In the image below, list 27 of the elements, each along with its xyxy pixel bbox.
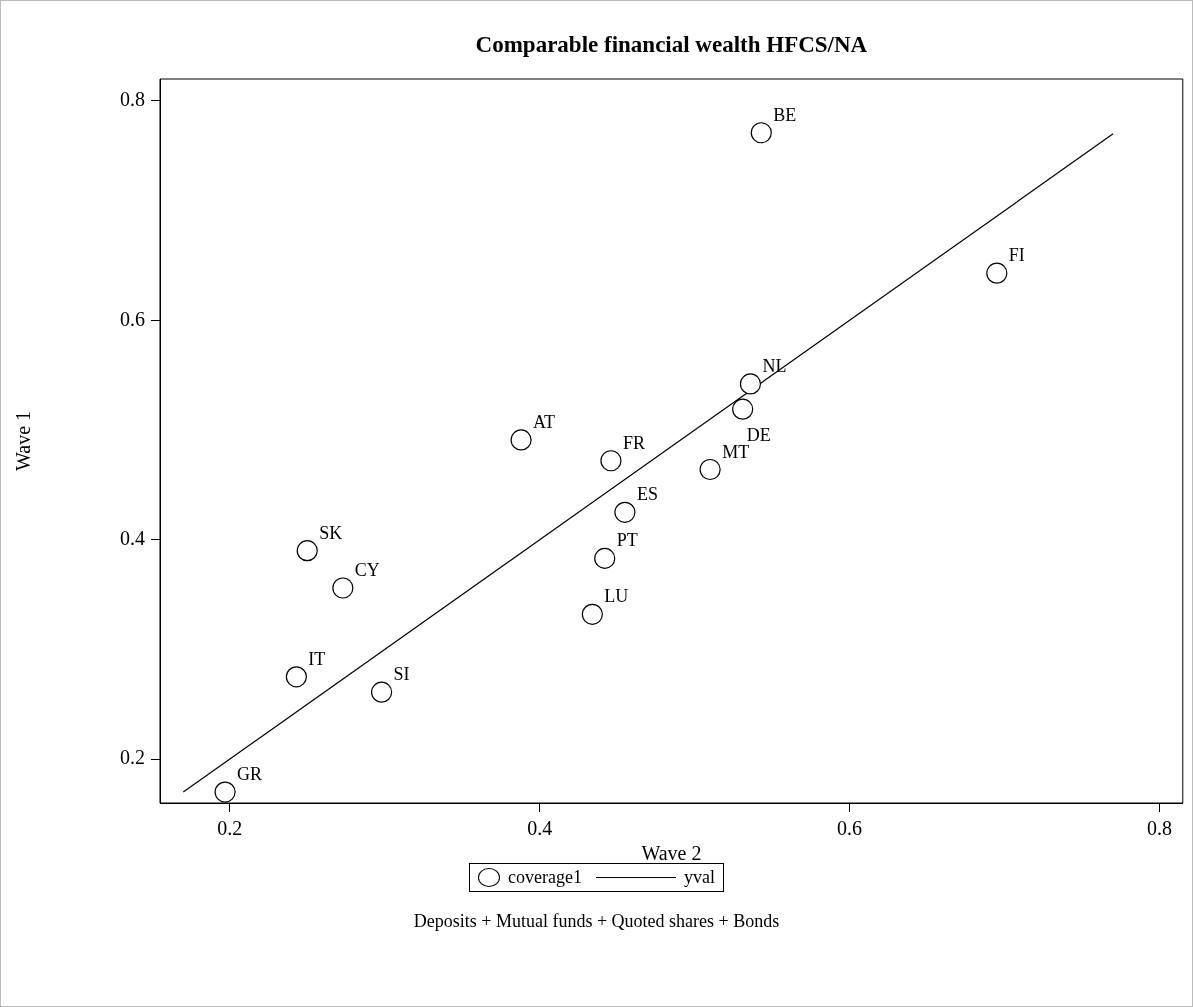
text: Deposits + Mutual funds + Quoted shares + Bonds <box>412 911 781 932</box>
legend-label: yval <box>683 867 715 888</box>
chart-title: Comparable financial wealth HFCS/NA <box>475 31 868 57</box>
legend-label: coverage1 <box>508 867 582 888</box>
y-axis-title: Wave 1 <box>12 410 35 472</box>
annotation: BE <box>773 104 797 125</box>
x-tick-label: 0.4 <box>527 817 553 840</box>
x-tick-label: 0.8 <box>1147 817 1173 840</box>
y-tick-label: 0.8 <box>120 88 145 111</box>
annotation: NL <box>762 355 787 376</box>
x-tick-label: 0.2 <box>217 817 243 840</box>
annotation: SI <box>393 664 410 685</box>
annotation: SK <box>319 522 343 543</box>
annotation: CY <box>354 559 380 580</box>
y-tick-label: 0.6 <box>120 307 145 330</box>
annotation: GR <box>237 764 263 785</box>
annotation: FR <box>622 432 645 453</box>
y-tick-label: 0.2 <box>120 746 145 769</box>
annotation: FI <box>1008 245 1025 266</box>
annotation: PT <box>616 530 638 551</box>
annotation: LU <box>604 586 629 607</box>
x-tick-label: 0.6 <box>837 817 863 840</box>
y-tick-label: 0.4 <box>120 526 145 549</box>
annotation: ES <box>636 484 658 505</box>
x-axis-title: Wave 2 <box>641 842 702 865</box>
annotation: AT <box>533 411 556 432</box>
annotation: IT <box>308 648 326 669</box>
